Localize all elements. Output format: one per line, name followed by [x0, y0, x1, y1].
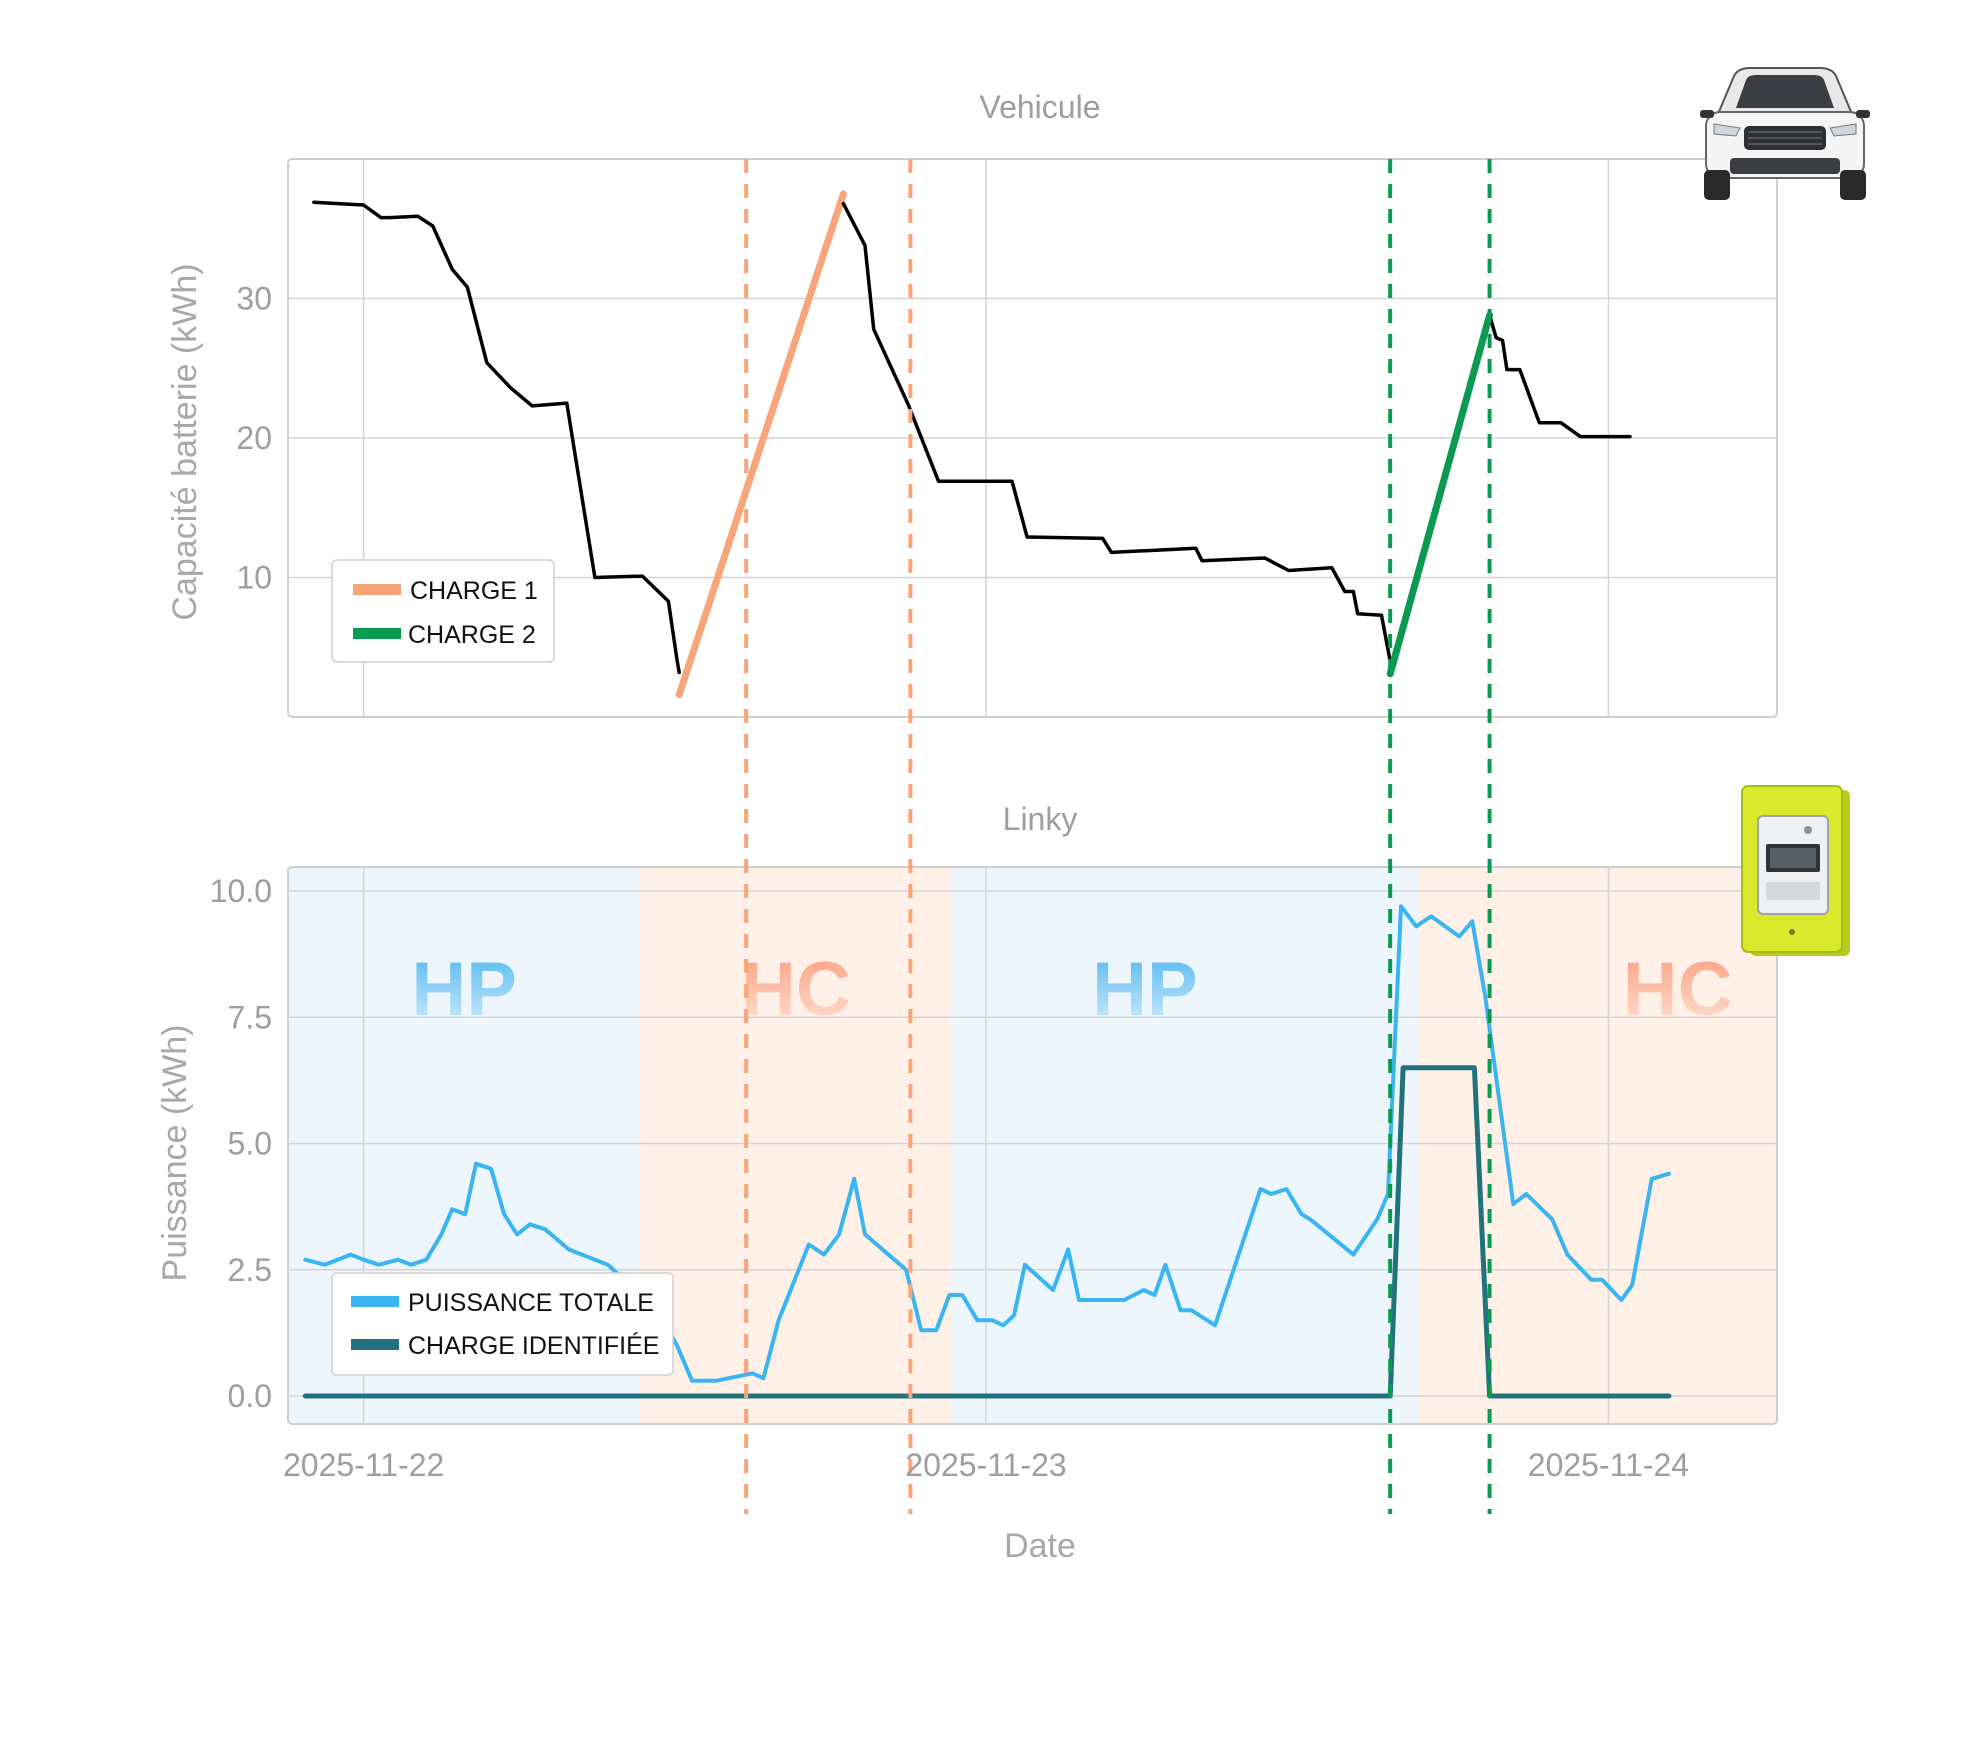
- band-hc-1: [640, 867, 952, 1424]
- y-tick-label: 7.5: [228, 999, 272, 1035]
- series-battery-0-0: [312, 200, 681, 675]
- linky-chart-title: Linky: [1003, 801, 1078, 837]
- y-tick-label: 20: [236, 420, 272, 456]
- x-tick-label: 2025-11-23: [905, 1447, 1066, 1483]
- legend-label-charge-1: CHARGE 1: [410, 577, 538, 605]
- y-tick-label: 30: [236, 281, 272, 317]
- legend-label-charge-2: CHARGE 2: [408, 621, 536, 649]
- linky-meter-icon: [1741, 785, 1850, 956]
- plot-frames: [287, 158, 1778, 1425]
- charge-markers: [744, 159, 1492, 1514]
- x-tick-label: 2025-11-24: [1528, 1447, 1689, 1483]
- legend-swatch-charge-identifiee: [351, 1339, 399, 1350]
- series-charge2-0-3: [1386, 311, 1494, 678]
- legend-label-puissance-totale: PUISSANCE TOTALE: [408, 1289, 654, 1317]
- band-label-hp: HP: [1092, 947, 1198, 1032]
- linky-legend: PUISSANCE TOTALE CHARGE IDENTIFIÉE: [331, 1272, 674, 1376]
- vehicule-chart-title: Vehicule: [980, 89, 1101, 125]
- linky-y-axis-label: Puissance (kWh): [156, 1025, 194, 1282]
- vehicule-legend: CHARGE 1 CHARGE 2: [331, 559, 555, 663]
- car-icon: [1700, 67, 1870, 200]
- series-battery-0-4: [1487, 313, 1632, 439]
- x-axis-label: Date: [1004, 1527, 1076, 1565]
- y-tick-label: 10: [236, 560, 272, 596]
- legend-label-charge-identifiee: CHARGE IDENTIFIÉE: [408, 1331, 659, 1360]
- series-puissance_totale-1-0: [303, 904, 1671, 1383]
- band-label-hp: HP: [411, 947, 517, 1032]
- band-label-hc: HC: [1623, 947, 1733, 1032]
- band-hp-2: [951, 867, 1419, 1424]
- band-label-hc: HC: [741, 947, 851, 1032]
- y-tick-label: 2.5: [228, 1252, 272, 1288]
- legend-box: [331, 1272, 674, 1376]
- series-charge_identifiee-1-1: [302, 1065, 1672, 1399]
- y-tick-label: 0.0: [228, 1378, 272, 1414]
- y-tick-label: 5.0: [228, 1126, 272, 1162]
- tick-labels: 2025-11-22 2025-11-23 2025-11-24 10 20 30 0.0 2…: [210, 281, 1689, 1484]
- vehicule-y-axis-label: Capacité batterie (kWh): [166, 263, 204, 620]
- x-tick-label: 2025-11-22: [283, 1447, 444, 1483]
- series-battery-0-2: [841, 201, 1392, 663]
- plot-frame-1: [287, 866, 1778, 1425]
- data-series: [302, 190, 1672, 1399]
- y-tick-label: 10.0: [210, 873, 272, 909]
- legend-swatch-charge-1: [353, 584, 401, 595]
- series-charge1-0-1: [675, 190, 847, 699]
- legend-swatch-charge-2: [353, 628, 401, 639]
- legend-swatch-puissance-totale: [351, 1296, 399, 1307]
- plot-frame-0: [287, 158, 1778, 718]
